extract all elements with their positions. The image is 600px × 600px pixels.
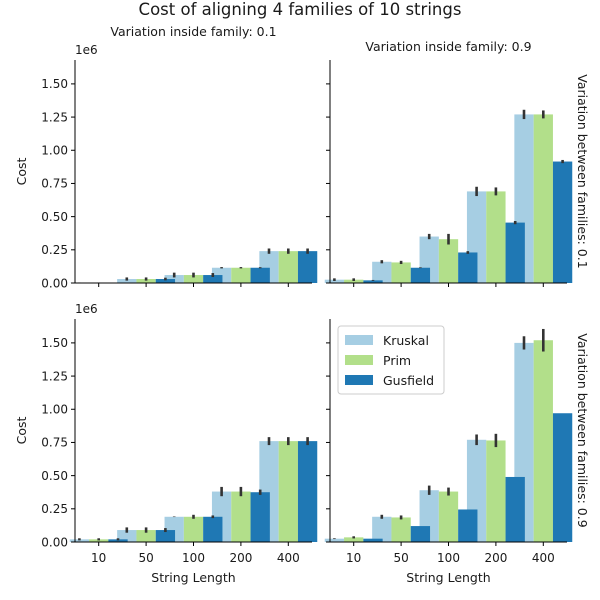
bar-gusfield-100 — [203, 275, 223, 283]
y-tick-label: 1.50 — [41, 336, 68, 350]
bar-gusfield-10 — [363, 538, 383, 542]
y-tick-label: 1.00 — [41, 403, 68, 417]
bar-prim-10 — [344, 279, 364, 283]
bar-kruskal-50 — [372, 516, 392, 542]
bar-gusfield-10 — [108, 539, 128, 542]
legend-swatch-prim — [345, 355, 373, 365]
bar-kruskal-50 — [372, 261, 392, 283]
legend: Kruskal Prim Gusfield — [337, 325, 445, 395]
bar-prim-50 — [136, 530, 156, 542]
bar-prim-50 — [136, 279, 156, 283]
bar-gusfield-100 — [458, 252, 478, 283]
y-tick-label: 0.50 — [41, 210, 68, 224]
y-tick-label: 0.50 — [41, 469, 68, 483]
x-tick-label: 100 — [437, 551, 460, 565]
x-tick-label: 400 — [532, 551, 555, 565]
x-tick-label: 50 — [393, 551, 408, 565]
bar-gusfield-10 — [363, 280, 383, 283]
bar-prim-50 — [391, 517, 411, 542]
bar-prim-10 — [89, 539, 109, 542]
row-title: Variation between families: 0.9 — [575, 333, 590, 527]
bar-prim-100 — [183, 275, 204, 283]
bar-prim-200 — [486, 440, 506, 542]
bar-gusfield-50 — [410, 526, 431, 542]
bar-gusfield-400 — [297, 251, 318, 283]
bar-gusfield-200 — [505, 476, 525, 542]
bar-prim-50 — [391, 262, 411, 283]
bar-gusfield-400 — [552, 413, 573, 542]
bar-prim-400 — [533, 340, 553, 542]
panel-r1-c1: 10 50 100 200 400 String Length Variation betw… — [324, 319, 590, 585]
bar-gusfield-400 — [297, 441, 318, 542]
x-axis-label: String Length — [151, 570, 235, 585]
legend-swatch-gusfield — [345, 375, 373, 385]
bar-gusfield-400 — [552, 161, 573, 283]
bar-gusfield-50 — [155, 530, 176, 542]
bar-prim-100 — [438, 239, 459, 283]
y-tick-label: 0.25 — [41, 243, 68, 257]
bar-prim-400 — [278, 251, 298, 283]
bar-kruskal-10 — [324, 538, 345, 542]
y-tick-label: 1.00 — [41, 144, 68, 158]
legend-swatch-kruskal — [345, 335, 373, 345]
bar-gusfield-50 — [155, 279, 176, 283]
legend-label-gusfield: Gusfield — [383, 373, 434, 388]
row-title: Variation between families: 0.1 — [575, 74, 590, 268]
bar-prim-200 — [486, 191, 506, 283]
bar-prim-400 — [533, 114, 553, 283]
x-tick-label: 200 — [484, 551, 507, 565]
bar-gusfield-50 — [410, 267, 431, 283]
bar-gusfield-200 — [250, 492, 270, 542]
legend-label-prim: Prim — [383, 353, 411, 368]
y-tick-label: 0.75 — [41, 177, 68, 191]
column-title: Variation inside family: 0.9 — [365, 39, 531, 54]
y-tick-label: 0.00 — [41, 276, 68, 290]
x-axis-label: String Length — [406, 570, 490, 585]
x-tick-label: 10 — [91, 551, 106, 565]
bar-gusfield-200 — [250, 267, 270, 283]
panel-r1-c0: 0.00 0.25 0.50 0.75 1.00 1.25 1.50 1e6 Cost 10 50 1… — [14, 302, 318, 585]
bar-prim-100 — [438, 491, 459, 542]
y-tick-label: 1.50 — [41, 77, 68, 91]
y-tick-label: 1.25 — [41, 110, 68, 124]
chart-title: Cost of aligning 4 families of 10 string… — [139, 0, 462, 19]
bar-kruskal-50 — [117, 279, 137, 283]
y-axis-label: Cost — [14, 417, 29, 445]
bar-prim-200 — [231, 267, 251, 283]
bar-prim-200 — [231, 491, 251, 542]
bar-prim-10 — [344, 537, 364, 542]
bar-kruskal-50 — [117, 530, 137, 542]
bar-gusfield-100 — [203, 516, 223, 542]
bar-gusfield-200 — [505, 222, 525, 283]
y-tick-label: 0.75 — [41, 436, 68, 450]
bar-kruskal-10 — [324, 279, 345, 283]
x-tick-label: 200 — [229, 551, 252, 565]
y-offset-label: 1e6 — [75, 302, 98, 316]
bar-gusfield-100 — [458, 509, 478, 542]
bar-prim-400 — [278, 441, 298, 542]
x-tick-label: 400 — [277, 551, 300, 565]
x-tick-label: 100 — [182, 551, 205, 565]
panel-r0-c0: 0.00 0.25 0.50 0.75 1.00 1.25 1.50 1e6 Cost Varia… — [14, 24, 318, 290]
y-offset-label: 1e6 — [75, 43, 98, 57]
y-tick-label: 0.25 — [41, 502, 68, 516]
panels-group: 0.00 0.25 0.50 0.75 1.00 1.25 1.50 1e6 Cost Varia… — [14, 24, 590, 585]
x-tick-label: 10 — [346, 551, 361, 565]
bar-kruskal-10 — [69, 539, 90, 542]
x-tick-label: 50 — [138, 551, 153, 565]
column-title: Variation inside family: 0.1 — [110, 24, 276, 39]
panel-r0-c1: Variation inside family: 0.9 Variation be… — [324, 39, 590, 287]
legend-label-kruskal: Kruskal — [383, 333, 429, 348]
y-tick-label: 1.25 — [41, 369, 68, 383]
bar-prim-100 — [183, 516, 204, 542]
y-tick-label: 0.00 — [41, 535, 68, 549]
y-axis-label: Cost — [14, 158, 29, 186]
